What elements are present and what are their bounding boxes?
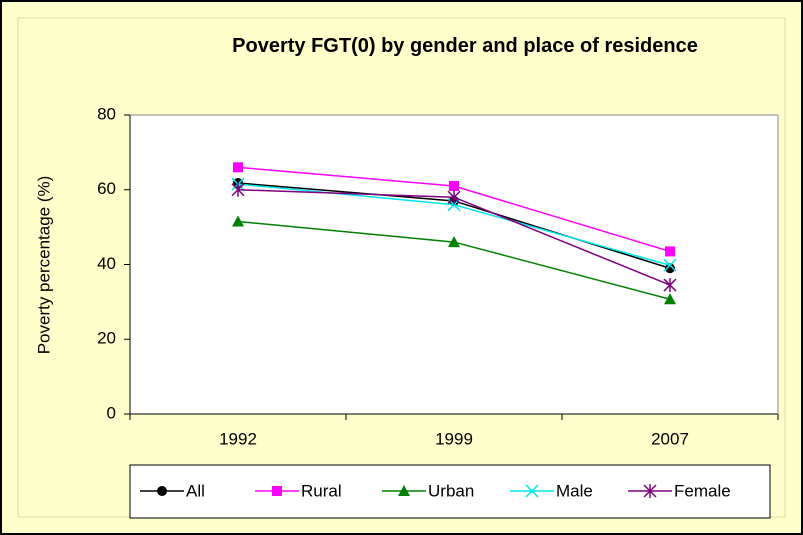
- marker: [643, 484, 657, 498]
- marker: [272, 486, 282, 496]
- y-tick-label: 40: [97, 254, 116, 273]
- marker: [449, 181, 459, 192]
- y-tick-label: 60: [97, 179, 116, 198]
- marker: [665, 246, 675, 257]
- marker: [525, 484, 539, 498]
- legend-label: Urban: [428, 481, 474, 500]
- legend-label: Female: [674, 481, 731, 500]
- y-tick-label: 0: [107, 403, 116, 422]
- x-tick-label: 1992: [219, 429, 257, 448]
- x-tick-label: 2007: [651, 429, 689, 448]
- chart-title: Poverty FGT(0) by gender and place of re…: [232, 35, 698, 57]
- marker: [233, 162, 243, 173]
- x-tick-label: 1999: [435, 429, 473, 448]
- marker: [398, 485, 410, 496]
- marker: [232, 215, 244, 227]
- legend-label: All: [186, 481, 205, 500]
- marker: [665, 263, 675, 274]
- y-tick-label: 20: [97, 329, 116, 348]
- y-axis-title: Poverty percentage (%): [34, 176, 53, 355]
- marker: [663, 278, 677, 293]
- marker: [447, 190, 461, 205]
- marker: [231, 182, 245, 197]
- plot-area: [130, 115, 778, 414]
- marker: [157, 486, 167, 496]
- marker: [448, 236, 460, 248]
- marker: [663, 258, 677, 272]
- legend-label: Rural: [301, 481, 342, 500]
- marker: [664, 293, 676, 305]
- y-tick-label: 80: [97, 104, 116, 123]
- legend-label: Male: [556, 481, 593, 500]
